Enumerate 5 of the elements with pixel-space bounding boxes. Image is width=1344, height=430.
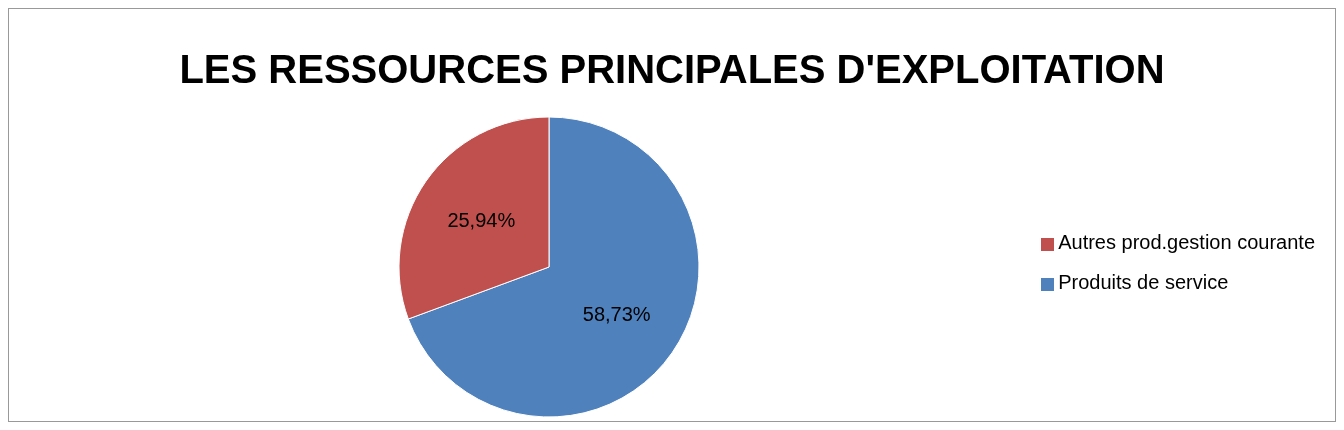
data-label: 25,94% (447, 208, 516, 231)
legend-label: Produits de service (1058, 271, 1229, 293)
legend-label: Autres prod.gestion courante (1058, 231, 1315, 253)
data-label: 58,73% (582, 303, 651, 326)
chart-title: LES RESSOURCES PRINCIPALES D'EXPLOITATION (178, 47, 1166, 93)
